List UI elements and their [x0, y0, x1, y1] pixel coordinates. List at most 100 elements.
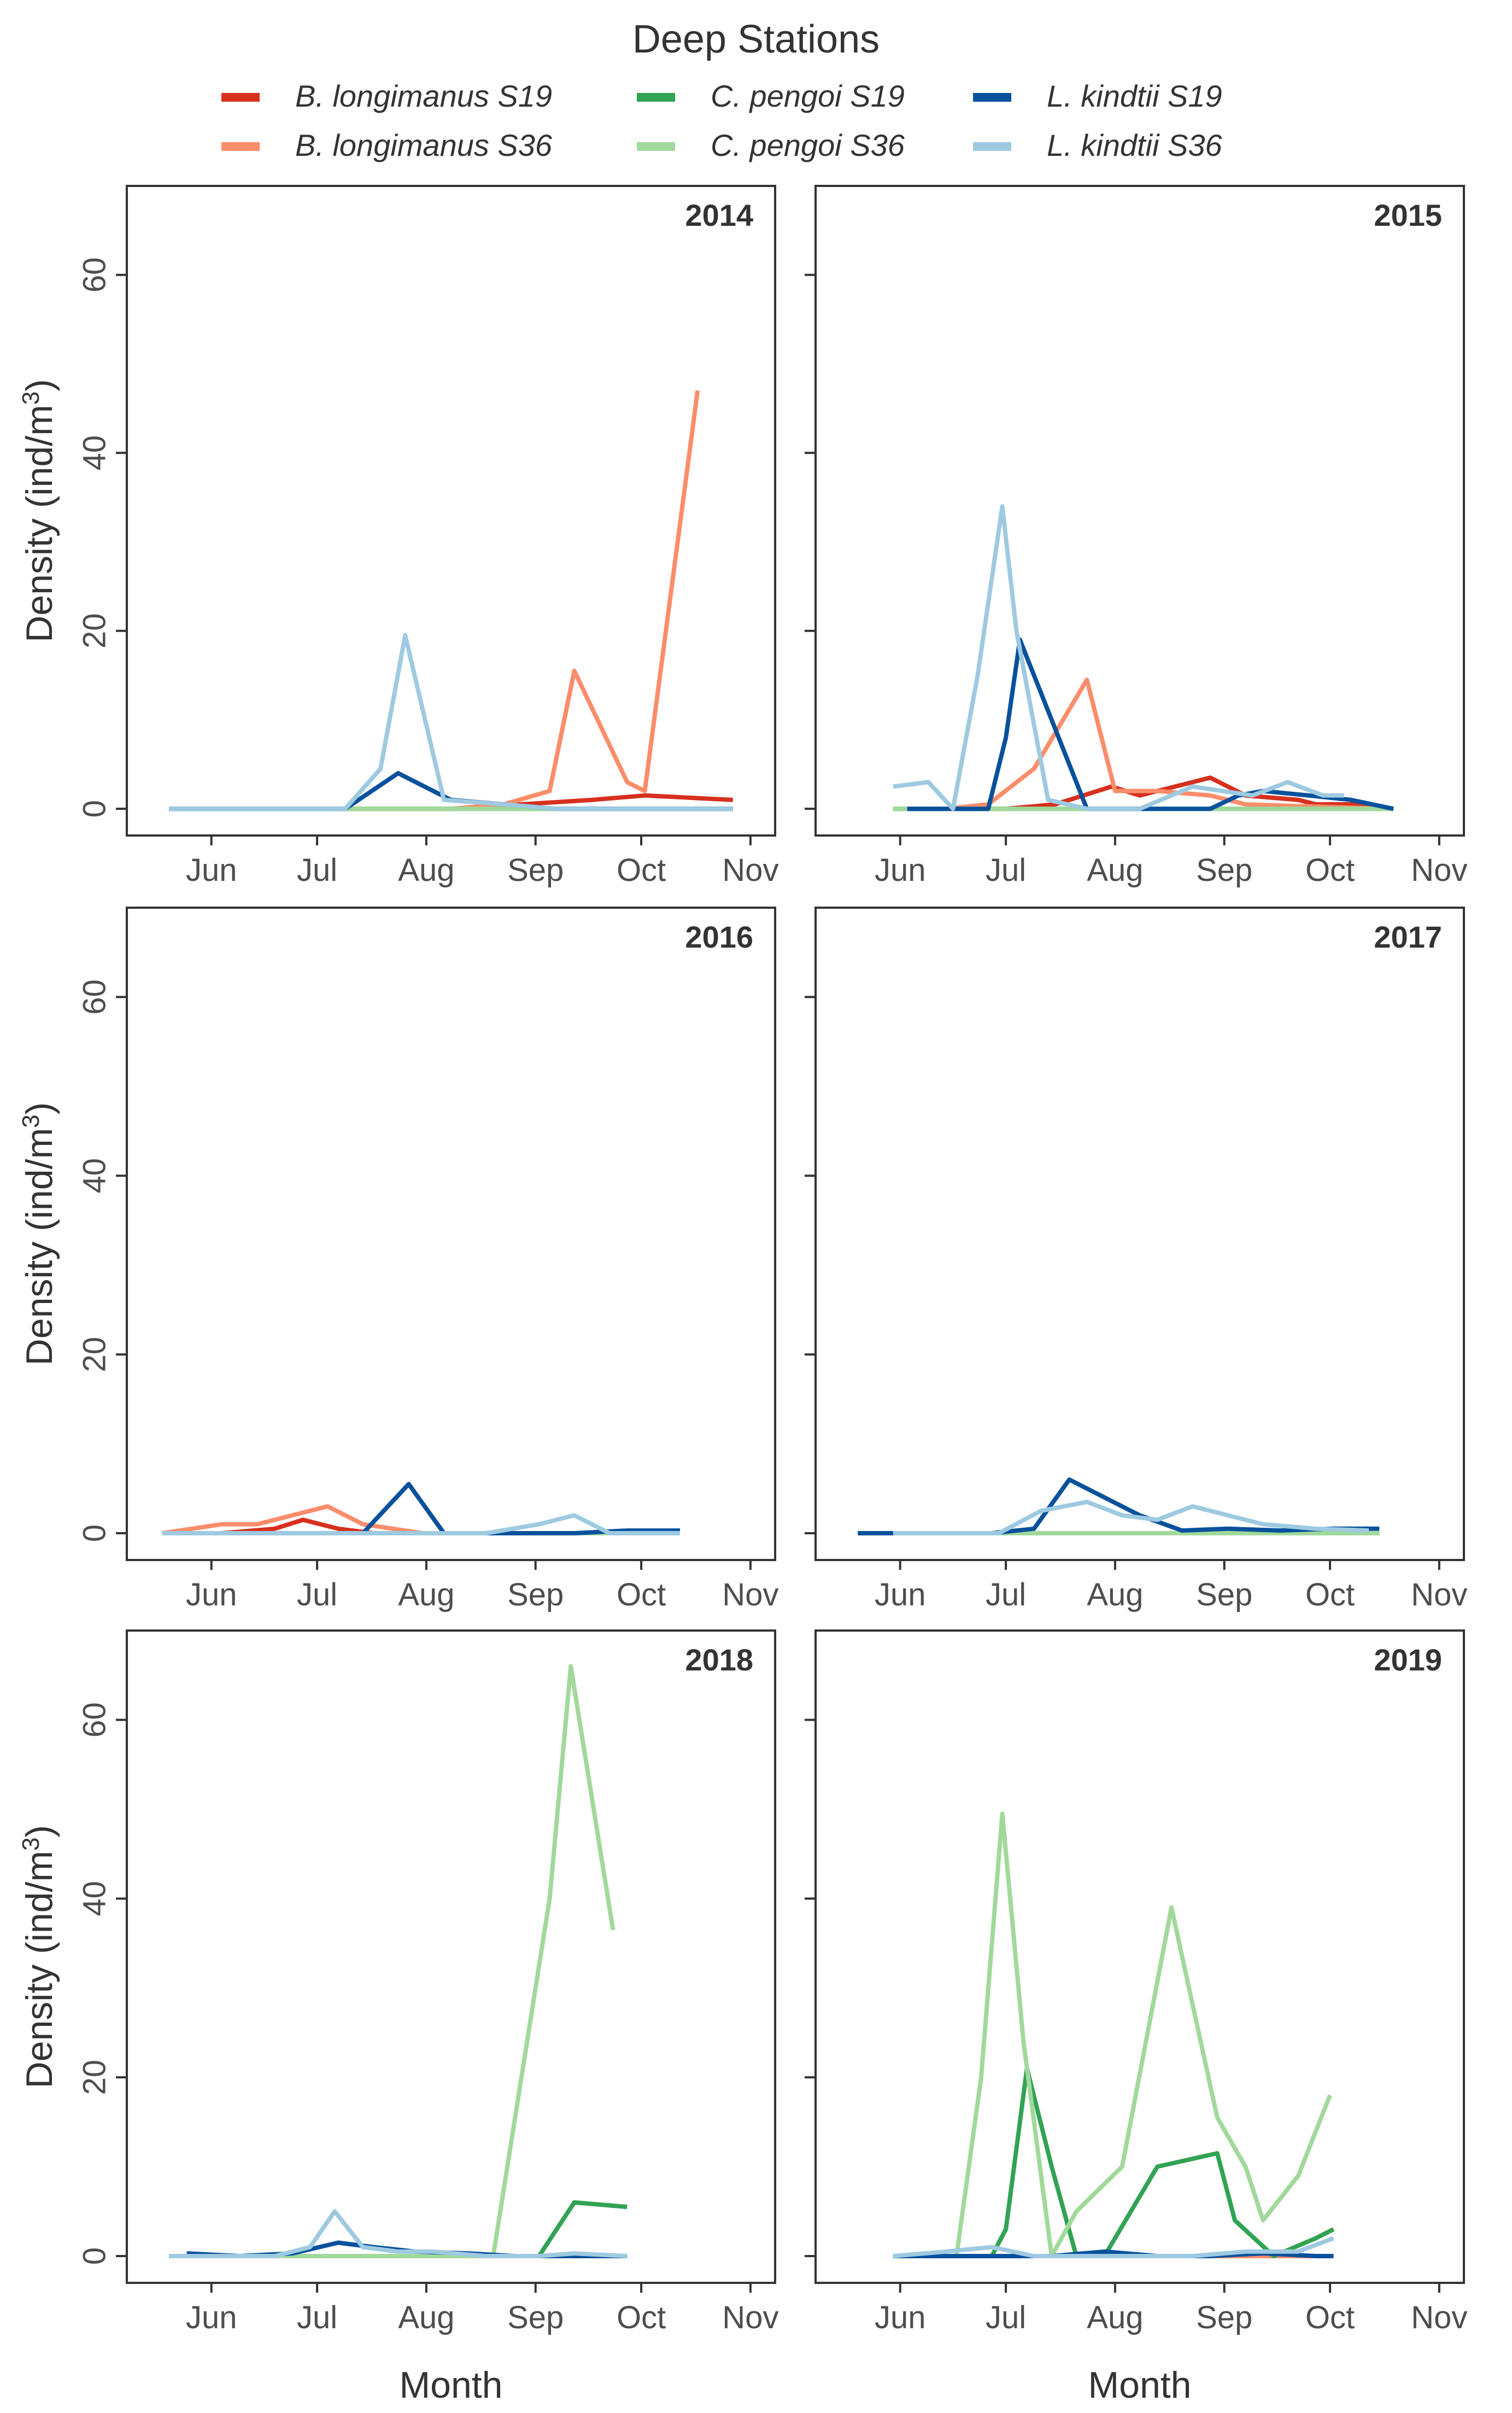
y-axis-title-text: Density (ind/m [19, 1128, 60, 1366]
x-tick-label: Aug [398, 852, 454, 888]
legend-item: C. pengoi S36 [637, 128, 905, 162]
panel-year-label: 2016 [685, 920, 753, 954]
y-axis-title-close: ) [19, 1102, 60, 1115]
x-tick-label: Oct [1305, 2300, 1355, 2335]
series-line [893, 2249, 1334, 2258]
x-tick-label: Aug [1087, 852, 1143, 888]
x-tick-label: Jun [186, 1577, 237, 1612]
series-line [169, 1664, 616, 2258]
series-group [893, 1812, 1335, 2258]
x-tick-label: Aug [398, 2300, 454, 2335]
x-axis-title: Month [400, 2364, 503, 2406]
panel-2015: 2015 Jun Jul Aug Sep Oct Nov [805, 185, 1467, 888]
series-group [893, 504, 1394, 811]
y-tick-label: 40 [77, 435, 112, 471]
x-axis-title: Month [1088, 2364, 1192, 2406]
x-tick-label: Sep [1196, 852, 1252, 888]
series-line [893, 1499, 1369, 1535]
y-axis-title-close: ) [19, 379, 60, 392]
x-tick-label: Nov [722, 2300, 778, 2335]
y-tick-label: 60 [77, 1702, 112, 1738]
x-tick-label: Nov [1411, 2300, 1467, 2335]
panel-2014: 2014 0 20 40 60 Jun Jul Aug Sep Oct Nov Density (in… [17, 185, 778, 888]
legend-label: L. kindtii S19 [1047, 79, 1222, 113]
x-tick-label: Nov [1411, 852, 1467, 888]
y-tick-label: 40 [77, 1881, 112, 1917]
panel-frame [126, 907, 776, 1561]
x-tick-label: Jul [986, 1577, 1026, 1612]
x-tick-label: Jul [297, 2300, 337, 2335]
x-tick-label: Jun [875, 1577, 926, 1612]
x-tick-label: Oct [1305, 852, 1355, 888]
panel-2017: 2017 Jun Jul Aug Sep Oct Nov [805, 907, 1467, 1612]
x-tick-label: Jun [875, 852, 926, 888]
series-line [858, 1477, 1380, 1535]
y-tick-label: 20 [77, 613, 112, 648]
panel-year-label: 2014 [685, 198, 753, 232]
y-tick-label: 0 [77, 800, 112, 817]
y-tick-label: 60 [77, 979, 112, 1015]
panel-frame [126, 1629, 776, 2284]
x-tick-label: Jul [986, 852, 1026, 888]
y-axis-title-sup: 3 [17, 1114, 44, 1127]
panel-year-label: 2015 [1374, 198, 1442, 232]
x-tick-label: Nov [1411, 1577, 1467, 1612]
x-tick-label: Aug [1087, 2300, 1143, 2335]
y-tick-label: 0 [77, 1524, 112, 1542]
series-line [162, 1513, 680, 1535]
y-axis-title-sup: 3 [17, 1837, 44, 1850]
y-axis-title: Density (ind/m3) [17, 1825, 60, 2089]
x-tick-label: Nov [722, 852, 778, 888]
panel-2016: 2016 0 20 40 60 Jun Jul Aug Sep Oct Nov Density (in… [17, 907, 778, 1612]
x-tick-label: Sep [507, 2300, 564, 2335]
x-tick-label: Jun [186, 2300, 237, 2335]
y-tick-label: 40 [77, 1158, 112, 1194]
x-tick-label: Sep [1196, 2300, 1252, 2335]
y-tick-label: 20 [77, 1337, 112, 1372]
y-tick-label: 20 [77, 2060, 112, 2095]
legend-label: L. kindtii S36 [1047, 128, 1222, 162]
panel-year-label: 2019 [1374, 1643, 1442, 1677]
legend-item: L. kindtii S36 [973, 128, 1222, 162]
series-line [893, 677, 1387, 811]
legend: B. longimanus S19 B. longimanus S36 C. pen… [221, 79, 1222, 162]
legend-label: C. pengoi S19 [711, 79, 905, 113]
x-tick-label: Jul [297, 852, 337, 888]
legend-item: L. kindtii S19 [973, 79, 1222, 113]
x-tick-label: Jun [875, 2300, 926, 2335]
y-axis-title-text: Density (ind/m [19, 405, 60, 642]
series-line [893, 504, 1344, 811]
panel-2018: 2018 0 20 40 60 Jun Jul Aug Sep Oct Nov Density (in… [17, 1629, 778, 2406]
y-axis-title-sup: 3 [17, 392, 44, 405]
legend-label: B. longimanus S36 [295, 128, 553, 162]
y-axis-title-close: ) [19, 1825, 60, 1838]
series-group [169, 390, 733, 811]
x-tick-label: Oct [617, 852, 666, 888]
x-tick-label: Oct [617, 1577, 666, 1612]
y-axis-title: Density (ind/m3) [17, 379, 60, 642]
legend-item: B. longimanus S19 [221, 79, 552, 113]
series-line [893, 1812, 1332, 2258]
x-tick-label: Jul [297, 1577, 337, 1612]
y-tick-label: 60 [77, 257, 112, 293]
legend-label: B. longimanus S19 [295, 79, 552, 113]
panel-frame [814, 1629, 1465, 2284]
y-axis-title-text: Density (ind/m [19, 1851, 60, 2089]
legend-item: B. longimanus S36 [221, 128, 553, 162]
x-tick-label: Aug [1087, 1577, 1143, 1612]
series-group [169, 1664, 628, 2258]
x-tick-label: Jun [186, 852, 237, 888]
panel-2019: 2019 Jun Jul Aug Sep Oct Nov Month [805, 1629, 1467, 2406]
x-tick-label: Jul [986, 2300, 1026, 2335]
panel-frame [126, 185, 776, 837]
x-tick-label: Nov [722, 1577, 778, 1612]
x-tick-label: Oct [1305, 1577, 1355, 1612]
series-line [893, 2236, 1334, 2258]
chart-title: Deep Stations [632, 17, 880, 61]
series-group [858, 1477, 1380, 1535]
panel-frame [814, 185, 1465, 837]
x-tick-label: Aug [398, 1577, 454, 1612]
panel-year-label: 2018 [685, 1643, 753, 1677]
series-group [161, 1482, 680, 1535]
